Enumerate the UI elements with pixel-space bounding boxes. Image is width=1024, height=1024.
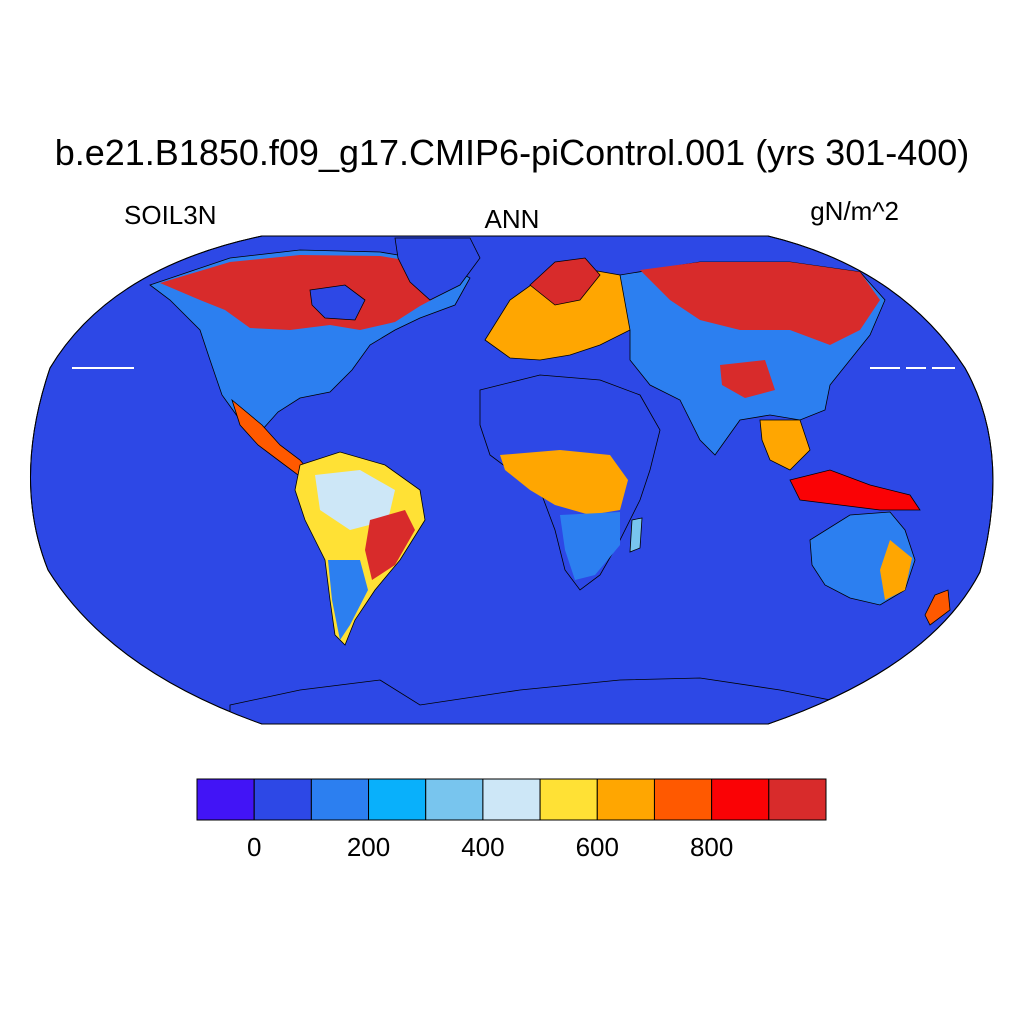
units-label: gN/m^2	[810, 196, 899, 226]
colorbar-tick-label: 200	[347, 832, 390, 862]
siberia-boreal	[640, 262, 880, 345]
amazon-core	[315, 470, 395, 530]
season-label: ANN	[484, 204, 540, 234]
north-america-boreal	[160, 255, 450, 330]
south-america-south	[328, 560, 368, 640]
colorbar-box-5	[482, 778, 541, 821]
colorbar-box-3	[368, 778, 427, 821]
colorbar-tick-label: 600	[576, 832, 619, 862]
colorbar-box-2	[310, 778, 370, 821]
antarctica-coast	[229, 677, 831, 724]
madagascar-land	[629, 517, 643, 553]
colorbar-tick-label: 0	[247, 832, 261, 862]
africa-tropics	[500, 450, 628, 515]
colorbar-box-1	[253, 778, 312, 821]
southeast-asia-land	[759, 419, 811, 471]
scandinavia-land	[529, 257, 601, 306]
colorbar-box-4	[425, 778, 484, 821]
variable-label: SOIL3N	[124, 200, 217, 230]
colorbar-box-10	[768, 778, 827, 821]
colorbar-tick-label: 800	[690, 832, 733, 862]
greenland-land	[394, 237, 481, 301]
indonesia-land	[789, 469, 921, 511]
australia-east	[880, 540, 912, 600]
land-masses	[149, 237, 951, 724]
colorbar-box-6	[539, 778, 598, 821]
colorbar-box-7	[596, 778, 655, 821]
globe-outline	[30, 235, 994, 725]
tibet-region	[720, 360, 775, 398]
colorbar-box-0	[196, 778, 255, 821]
colorbar-boxes	[196, 778, 827, 821]
colorbar-box-9	[711, 778, 770, 821]
hudson-bay	[309, 284, 366, 321]
brazil-east	[365, 510, 415, 580]
colorbar-labels: 0 200 400 600 800	[247, 832, 733, 862]
plot-title: b.e21.B1850.f09_g17.CMIP6-piControl.001 …	[54, 132, 970, 173]
new-zealand-land	[924, 589, 951, 626]
colorbar-tick-label: 400	[461, 832, 504, 862]
africa-south	[560, 512, 620, 580]
colorbar-box-8	[653, 778, 713, 821]
